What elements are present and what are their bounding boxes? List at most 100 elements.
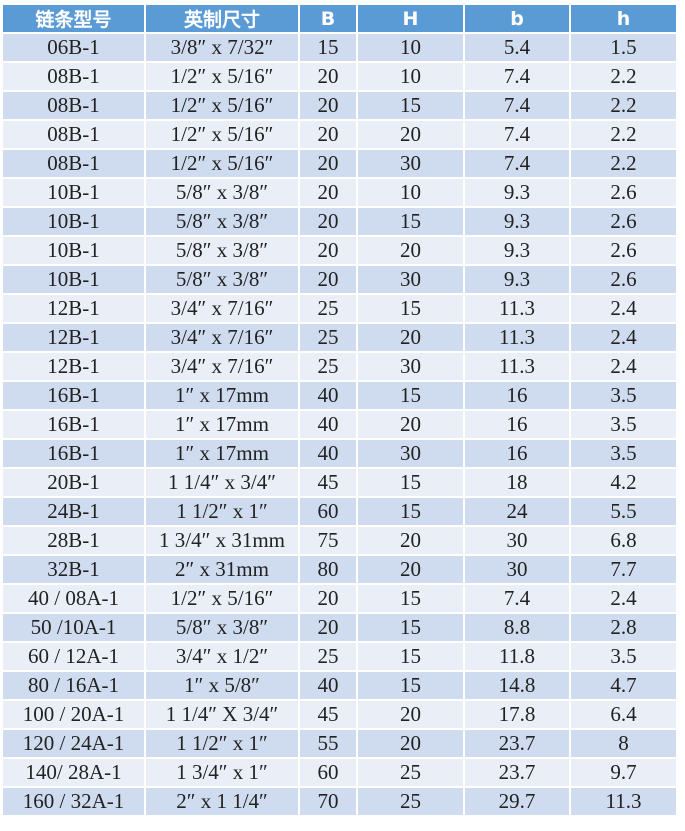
table-cell: 15 <box>358 92 463 119</box>
table-cell: 10 <box>358 63 463 90</box>
table-cell: 2.4 <box>571 353 676 380</box>
table-cell: 9.7 <box>571 759 676 786</box>
table-cell: 40 <box>300 382 356 409</box>
table-cell: 06B-1 <box>3 34 144 61</box>
table-cell: 2.6 <box>571 237 676 264</box>
table-cell: 9.3 <box>465 208 569 235</box>
table-cell: 10B-1 <box>3 266 144 293</box>
table-cell: 7.4 <box>465 63 569 90</box>
table-cell: 16B-1 <box>3 440 144 467</box>
table-cell: 2″ x 1 1/4″ <box>146 788 298 815</box>
table-cell: 23.7 <box>465 759 569 786</box>
table-cell: 60 <box>300 759 356 786</box>
table-cell: 2.6 <box>571 208 676 235</box>
table-cell: 15 <box>358 498 463 525</box>
table-row: 60 / 12A-1 3/4″ x 1/2″ 25 15 11.8 3.5 <box>3 643 676 670</box>
table-cell: 1 1/4″ x 3/4″ <box>146 469 298 496</box>
table-row: 50 /10A-1 5/8″ x 3/8″ 20 15 8.8 2.8 <box>3 614 676 641</box>
column-header: B <box>300 5 356 32</box>
table-row: 12B-1 3/4″ x 7/16″ 25 30 11.3 2.4 <box>3 353 676 380</box>
table-cell: 32B-1 <box>3 556 144 583</box>
table-cell: 20 <box>358 730 463 757</box>
table-cell: 08B-1 <box>3 92 144 119</box>
table-cell: 16B-1 <box>3 411 144 438</box>
table-cell: 16B-1 <box>3 382 144 409</box>
table-cell: 16 <box>465 440 569 467</box>
table-cell: 14.8 <box>465 672 569 699</box>
table-cell: 1/2″ x 5/16″ <box>146 92 298 119</box>
table-cell: 1″ x 17mm <box>146 440 298 467</box>
table-cell: 11.3 <box>571 788 676 815</box>
table-cell: 160 / 32A-1 <box>3 788 144 815</box>
table-cell: 60 / 12A-1 <box>3 643 144 670</box>
table-cell: 25 <box>358 788 463 815</box>
table-cell: 5.4 <box>465 34 569 61</box>
table-cell: 11.3 <box>465 324 569 351</box>
table-cell: 1/2″ x 5/16″ <box>146 585 298 612</box>
table-row: 40 / 08A-1 1/2″ x 5/16″ 20 15 7.4 2.4 <box>3 585 676 612</box>
table-cell: 16 <box>465 411 569 438</box>
table-cell: 24 <box>465 498 569 525</box>
table-row: 16B-1 1″ x 17mm 40 20 16 3.5 <box>3 411 676 438</box>
table-row: 100 / 20A-1 1 1/4″ X 3/4″ 45 20 17.8 6.4 <box>3 701 676 728</box>
table-cell: 10 <box>358 179 463 206</box>
table-row: 10B-1 5/8″ x 3/8″ 20 15 9.3 2.6 <box>3 208 676 235</box>
table-cell: 1″ x 17mm <box>146 411 298 438</box>
table-cell: 5/8″ x 3/8″ <box>146 266 298 293</box>
table-cell: 15 <box>358 469 463 496</box>
table-cell: 9.3 <box>465 266 569 293</box>
table-cell: 20 <box>300 63 356 90</box>
column-header: 链条型号 <box>3 5 144 32</box>
table-cell: 7.4 <box>465 121 569 148</box>
table-cell: 15 <box>358 614 463 641</box>
table-cell: 20 <box>300 121 356 148</box>
table-cell: 5/8″ x 3/8″ <box>146 179 298 206</box>
table-cell: 15 <box>300 34 356 61</box>
table-cell: 3.5 <box>571 411 676 438</box>
table-row: 28B-1 1 3/4″ x 31mm 75 20 30 6.8 <box>3 527 676 554</box>
table-cell: 11.8 <box>465 643 569 670</box>
table-cell: 2.2 <box>571 121 676 148</box>
table-cell: 10B-1 <box>3 208 144 235</box>
table-row: 12B-1 3/4″ x 7/16″ 25 20 11.3 2.4 <box>3 324 676 351</box>
table-cell: 3/4″ x 7/16″ <box>146 324 298 351</box>
table-cell: 120 / 24A-1 <box>3 730 144 757</box>
table-cell: 1.5 <box>571 34 676 61</box>
table-cell: 25 <box>300 295 356 322</box>
table-cell: 75 <box>300 527 356 554</box>
table-cell: 100 / 20A-1 <box>3 701 144 728</box>
table-cell: 12B-1 <box>3 353 144 380</box>
table-cell: 2.6 <box>571 179 676 206</box>
table-cell: 5/8″ x 3/8″ <box>146 614 298 641</box>
table-cell: 20 <box>300 179 356 206</box>
table-cell: 20 <box>358 237 463 264</box>
table-cell: 25 <box>300 643 356 670</box>
table-cell: 40 <box>300 440 356 467</box>
table-row: 10B-1 5/8″ x 3/8″ 20 20 9.3 2.6 <box>3 237 676 264</box>
table-cell: 6.8 <box>571 527 676 554</box>
table-cell: 15 <box>358 295 463 322</box>
table-cell: 3/4″ x 7/16″ <box>146 295 298 322</box>
table-cell: 9.3 <box>465 179 569 206</box>
table-cell: 20 <box>358 556 463 583</box>
table-cell: 3/8″ x 7/32″ <box>146 34 298 61</box>
table-cell: 40 <box>300 411 356 438</box>
column-header: h <box>571 5 676 32</box>
table-cell: 1/2″ x 5/16″ <box>146 150 298 177</box>
table-cell: 18 <box>465 469 569 496</box>
table-cell: 80 <box>300 556 356 583</box>
table-cell: 5/8″ x 3/8″ <box>146 237 298 264</box>
table-row: 06B-1 3/8″ x 7/32″ 15 10 5.4 1.5 <box>3 34 676 61</box>
table-cell: 7.4 <box>465 92 569 119</box>
table-cell: 2.2 <box>571 150 676 177</box>
table-cell: 30 <box>465 556 569 583</box>
table-cell: 140/ 28A-1 <box>3 759 144 786</box>
table-cell: 28B-1 <box>3 527 144 554</box>
table-cell: 8 <box>571 730 676 757</box>
table-cell: 20 <box>300 237 356 264</box>
table-cell: 20 <box>358 324 463 351</box>
table-cell: 15 <box>358 585 463 612</box>
table-cell: 30 <box>358 353 463 380</box>
table-row: 08B-1 1/2″ x 5/16″ 20 15 7.4 2.2 <box>3 92 676 119</box>
table-cell: 30 <box>358 440 463 467</box>
